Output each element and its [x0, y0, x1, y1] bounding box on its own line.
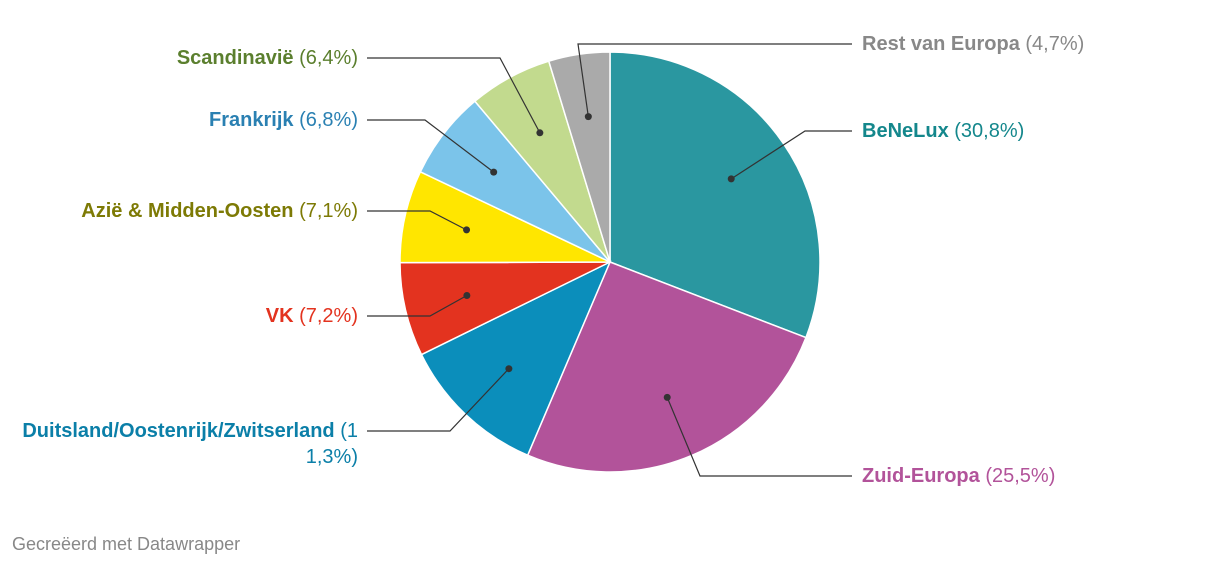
- leader-dot: [663, 393, 671, 401]
- leader-dot: [584, 113, 592, 121]
- leader-line: [577, 43, 852, 117]
- value-label: (25,5%): [985, 465, 1056, 487]
- slice-label: Frankrijk (6,8%): [8, 107, 358, 133]
- leader-line: [367, 368, 510, 432]
- leader-dot: [490, 168, 498, 176]
- category-label: BeNeLux: [862, 120, 949, 142]
- category-label: Frankrijk: [209, 109, 294, 131]
- leader-dot: [505, 365, 513, 373]
- slice-label: VK (7,2%): [8, 303, 358, 329]
- leader-line: [367, 210, 467, 231]
- pie-slice: [609, 51, 821, 339]
- leader-line: [730, 130, 852, 180]
- slice-label: Azië & Midden-Oosten (7,1%): [8, 198, 358, 224]
- category-label: Scandinavië: [176, 47, 294, 69]
- category-label: Azië & Midden-Oosten: [81, 200, 294, 222]
- value-label: (7,1%): [299, 200, 358, 222]
- slice-label: Scandinavië (6,4%): [8, 45, 358, 71]
- leader-line: [367, 294, 468, 317]
- leader-dot: [463, 226, 471, 234]
- value-label: (6,8%): [299, 109, 358, 131]
- leader-line: [666, 397, 852, 477]
- value-label: (7,2%): [299, 305, 358, 327]
- slice-label: BeNeLux (30,8%): [862, 118, 1024, 144]
- value-label: (30,8%): [954, 120, 1025, 142]
- category-label: Zuid-Europa: [862, 465, 980, 487]
- slice-label: Rest van Europa (4,7%): [862, 31, 1084, 57]
- credit: Gecreëerd met Datawrapper: [12, 534, 241, 554]
- leader-dot: [536, 129, 544, 137]
- leader-dot: [463, 291, 471, 299]
- category-label: Duitsland/Oostenrijk/Zwitserland: [22, 420, 335, 442]
- category-label: VK: [265, 305, 294, 327]
- leader-line: [367, 119, 495, 173]
- value-label: (11,3%): [305, 420, 358, 468]
- value-label: (4,7%): [1025, 33, 1085, 55]
- value-label: (6,4%): [299, 47, 358, 69]
- slice-label: Duitsland/Oostenrijk/Zwitserland (11,3%): [8, 418, 358, 470]
- leader-dot: [727, 175, 735, 183]
- leader-line: [367, 57, 541, 134]
- slice-label: Zuid-Europa (25,5%): [862, 463, 1055, 489]
- category-label: Rest van Europa: [862, 33, 1020, 55]
